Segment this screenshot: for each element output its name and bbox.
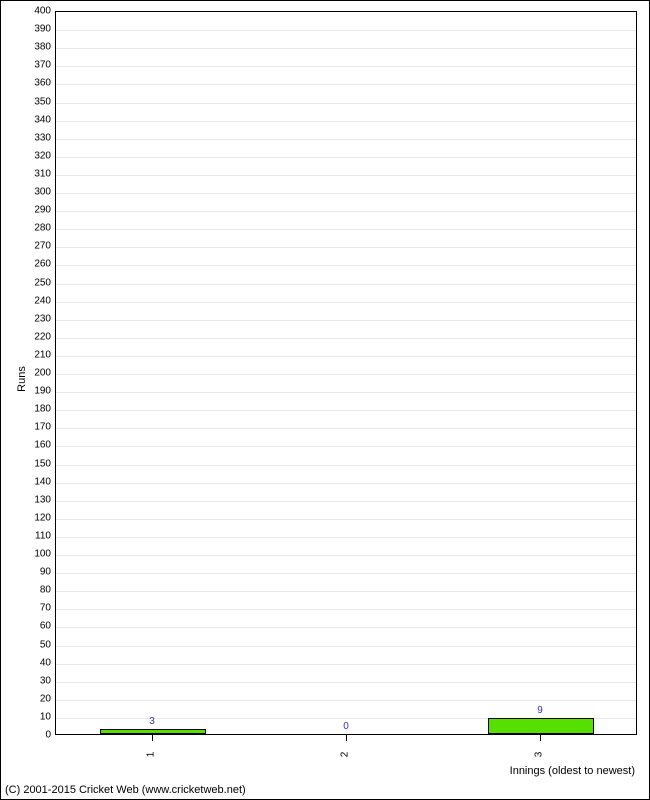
y-tick-label: 240	[23, 295, 51, 306]
gridline	[56, 284, 636, 285]
bar-value-label: 3	[149, 716, 155, 727]
y-tick-label: 280	[23, 223, 51, 234]
y-tick-label: 150	[23, 458, 51, 469]
bar	[100, 729, 207, 734]
y-tick-label: 10	[23, 711, 51, 722]
y-tick-label: 0	[23, 730, 51, 741]
y-tick-label: 390	[23, 24, 51, 35]
gridline	[56, 211, 636, 212]
y-tick-label: 50	[23, 639, 51, 650]
gridline	[56, 356, 636, 357]
x-axis-label: Innings (oldest to newest)	[510, 765, 635, 777]
gridline	[56, 428, 636, 429]
y-tick-label: 80	[23, 585, 51, 596]
gridline	[56, 519, 636, 520]
gridline	[56, 410, 636, 411]
y-tick-label: 140	[23, 476, 51, 487]
gridline	[56, 175, 636, 176]
gridline	[56, 139, 636, 140]
y-tick-label: 220	[23, 331, 51, 342]
y-tick-label: 130	[23, 494, 51, 505]
y-tick-label: 170	[23, 422, 51, 433]
x-tick	[540, 735, 541, 741]
gridline	[56, 573, 636, 574]
y-tick-label: 110	[23, 530, 51, 541]
y-tick-label: 270	[23, 241, 51, 252]
gridline	[56, 501, 636, 502]
gridline	[56, 66, 636, 67]
y-tick-label: 260	[23, 259, 51, 270]
y-tick-label: 330	[23, 132, 51, 143]
y-tick-label: 310	[23, 168, 51, 179]
copyright-text: (C) 2001-2015 Cricket Web (www.cricketwe…	[5, 784, 246, 796]
gridline	[56, 247, 636, 248]
gridline	[56, 465, 636, 466]
y-tick-label: 250	[23, 277, 51, 288]
chart-container: Runs Innings (oldest to newest) (C) 2001…	[0, 0, 650, 800]
y-tick-label: 340	[23, 114, 51, 125]
y-tick-label: 230	[23, 313, 51, 324]
y-tick-label: 160	[23, 440, 51, 451]
bar-value-label: 0	[343, 721, 349, 732]
gridline	[56, 320, 636, 321]
bar-value-label: 9	[537, 705, 543, 716]
y-tick-label: 90	[23, 567, 51, 578]
gridline	[56, 157, 636, 158]
gridline	[56, 700, 636, 701]
gridline	[56, 229, 636, 230]
gridline	[56, 121, 636, 122]
gridline	[56, 84, 636, 85]
y-tick-label: 70	[23, 603, 51, 614]
gridline	[56, 682, 636, 683]
gridline	[56, 374, 636, 375]
y-tick-label: 180	[23, 404, 51, 415]
gridline	[56, 627, 636, 628]
y-tick-label: 350	[23, 96, 51, 107]
x-tick	[152, 735, 153, 741]
y-tick-label: 210	[23, 349, 51, 360]
y-tick-label: 100	[23, 549, 51, 560]
y-tick-label: 40	[23, 657, 51, 668]
gridline	[56, 446, 636, 447]
gridline	[56, 664, 636, 665]
plot-area	[55, 11, 637, 735]
x-tick-label: 3	[533, 752, 544, 758]
gridline	[56, 302, 636, 303]
y-tick-label: 120	[23, 512, 51, 523]
gridline	[56, 30, 636, 31]
gridline	[56, 103, 636, 104]
gridline	[56, 48, 636, 49]
y-tick-label: 200	[23, 368, 51, 379]
gridline	[56, 193, 636, 194]
gridline	[56, 537, 636, 538]
y-tick-label: 380	[23, 42, 51, 53]
y-tick-label: 360	[23, 78, 51, 89]
gridline	[56, 555, 636, 556]
y-tick-label: 400	[23, 6, 51, 17]
y-tick-label: 290	[23, 205, 51, 216]
gridline	[56, 646, 636, 647]
y-tick-label: 370	[23, 60, 51, 71]
x-tick-label: 1	[145, 752, 156, 758]
bar	[488, 718, 595, 734]
y-tick-label: 300	[23, 187, 51, 198]
y-tick-label: 190	[23, 386, 51, 397]
gridline	[56, 483, 636, 484]
y-tick-label: 20	[23, 693, 51, 704]
gridline	[56, 265, 636, 266]
gridline	[56, 609, 636, 610]
x-tick	[346, 735, 347, 741]
gridline	[56, 392, 636, 393]
gridline	[56, 591, 636, 592]
y-tick-label: 60	[23, 621, 51, 632]
y-tick-label: 30	[23, 675, 51, 686]
x-tick-label: 2	[339, 752, 350, 758]
y-tick-label: 320	[23, 150, 51, 161]
gridline	[56, 338, 636, 339]
